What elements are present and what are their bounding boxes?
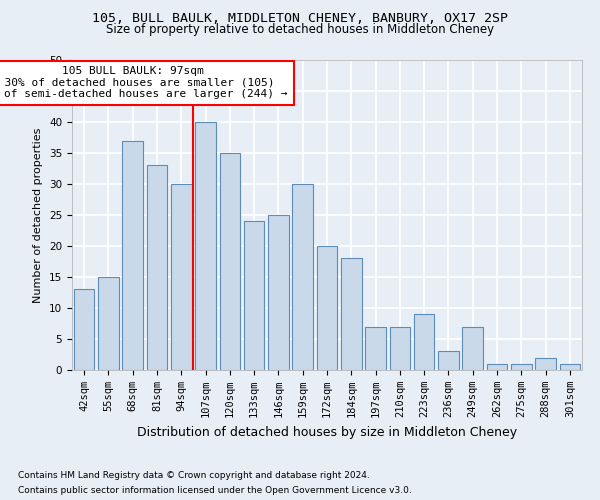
Bar [122,140,143,370]
Y-axis label: Number of detached properties: Number of detached properties [34,128,43,302]
Text: Contains public sector information licensed under the Open Government Licence v3: Contains public sector information licen… [18,486,412,495]
Text: 105 BULL BAULK: 97sqm
← 30% of detached houses are smaller (105)
70% of semi-det: 105 BULL BAULK: 97sqm ← 30% of detached … [0,66,288,100]
Bar [146,166,167,370]
Bar [463,326,483,370]
Bar [317,246,337,370]
Bar [292,184,313,370]
Text: 105, BULL BAULK, MIDDLETON CHENEY, BANBURY, OX17 2SP: 105, BULL BAULK, MIDDLETON CHENEY, BANBU… [92,12,508,26]
Text: Contains HM Land Registry data © Crown copyright and database right 2024.: Contains HM Land Registry data © Crown c… [18,471,370,480]
Bar [438,352,459,370]
X-axis label: Distribution of detached houses by size in Middleton Cheney: Distribution of detached houses by size … [137,426,517,438]
Text: Size of property relative to detached houses in Middleton Cheney: Size of property relative to detached ho… [106,22,494,36]
Bar [511,364,532,370]
Bar [487,364,508,370]
Bar [268,215,289,370]
Bar [98,277,119,370]
Bar [220,153,240,370]
Bar [535,358,556,370]
Bar [560,364,580,370]
Bar [414,314,434,370]
Bar [389,326,410,370]
Bar [195,122,216,370]
Bar [244,221,265,370]
Bar [365,326,386,370]
Bar [171,184,191,370]
Bar [341,258,362,370]
Bar [74,290,94,370]
